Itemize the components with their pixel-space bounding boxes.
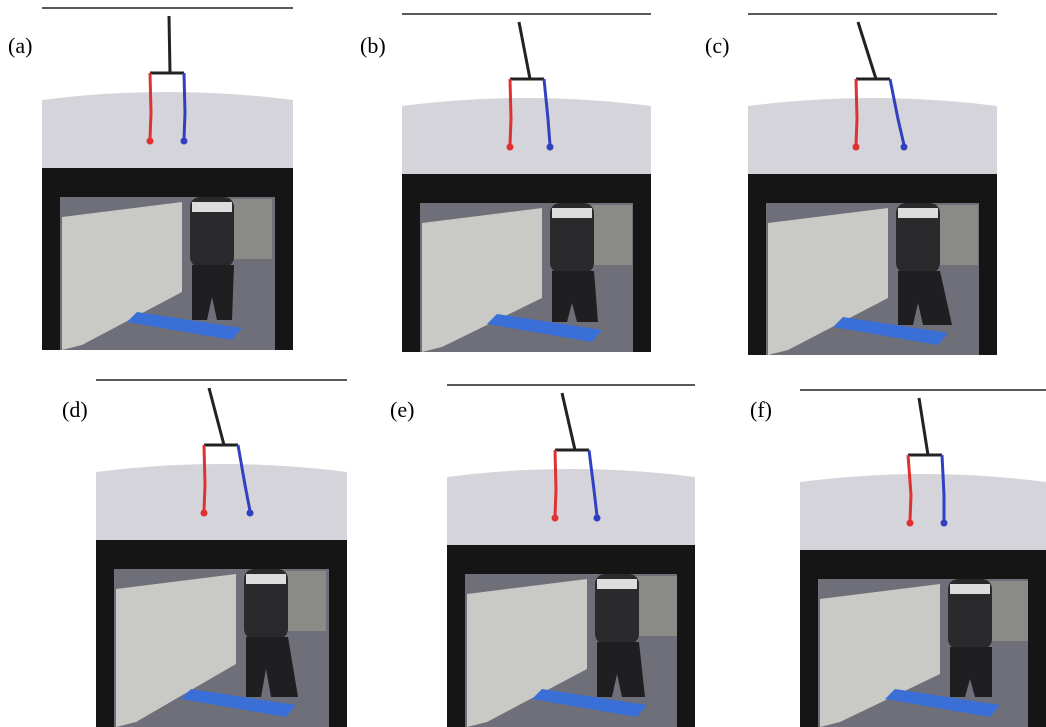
post-left	[748, 203, 766, 355]
post-left	[800, 579, 818, 727]
right-leg	[150, 73, 151, 139]
person-belt	[597, 579, 637, 589]
band	[96, 540, 347, 569]
panel	[402, 14, 651, 352]
left-foot	[594, 515, 601, 522]
panel-label: (c)	[705, 33, 729, 58]
person-belt	[552, 208, 592, 218]
right-foot	[552, 515, 559, 522]
right-leg	[856, 79, 857, 145]
right-foot	[853, 144, 860, 151]
person-legs	[597, 642, 645, 697]
left-foot	[547, 144, 554, 151]
person-legs	[552, 271, 598, 322]
post-right	[329, 569, 347, 727]
post-left	[402, 203, 420, 352]
panel-label: (f)	[750, 397, 772, 422]
band	[42, 168, 293, 197]
panel	[42, 8, 293, 350]
post-left	[42, 197, 60, 350]
left-foot	[247, 510, 254, 517]
person-belt	[246, 574, 286, 584]
panel	[748, 14, 997, 355]
person-belt	[898, 208, 938, 218]
left-foot	[901, 144, 908, 151]
left-foot	[941, 520, 948, 527]
post-right	[275, 197, 293, 350]
panel	[800, 390, 1046, 727]
right-foot	[201, 510, 208, 517]
post-right	[1028, 579, 1046, 727]
post-right	[677, 574, 695, 727]
figure: (a) (b) (c) (d) (e) (f)	[0, 0, 1046, 727]
band	[447, 545, 695, 574]
panel-label: (d)	[62, 397, 88, 422]
right-foot	[147, 138, 154, 145]
panel	[447, 385, 695, 727]
left-foot	[181, 138, 188, 145]
post-right	[633, 203, 651, 352]
panel	[96, 380, 347, 727]
right-foot	[907, 520, 914, 527]
floor	[96, 464, 347, 540]
right-leg	[204, 445, 205, 511]
floor	[447, 469, 695, 545]
right-leg	[555, 450, 556, 516]
person-belt	[950, 584, 990, 594]
trunk	[169, 16, 170, 73]
floor	[402, 98, 651, 174]
floor	[748, 98, 997, 174]
post-left	[96, 569, 114, 727]
panel-label: (e)	[390, 397, 414, 422]
band	[402, 174, 651, 203]
band	[748, 174, 997, 203]
person-belt	[192, 202, 232, 212]
post-left	[447, 574, 465, 727]
right-foot	[507, 144, 514, 151]
left-leg	[184, 73, 185, 139]
floor	[42, 92, 293, 168]
floor	[800, 474, 1046, 550]
post-right	[979, 203, 997, 355]
band	[800, 550, 1046, 579]
panel-label: (a)	[8, 33, 32, 58]
panel-label: (b)	[360, 33, 386, 58]
right-leg	[510, 79, 511, 145]
